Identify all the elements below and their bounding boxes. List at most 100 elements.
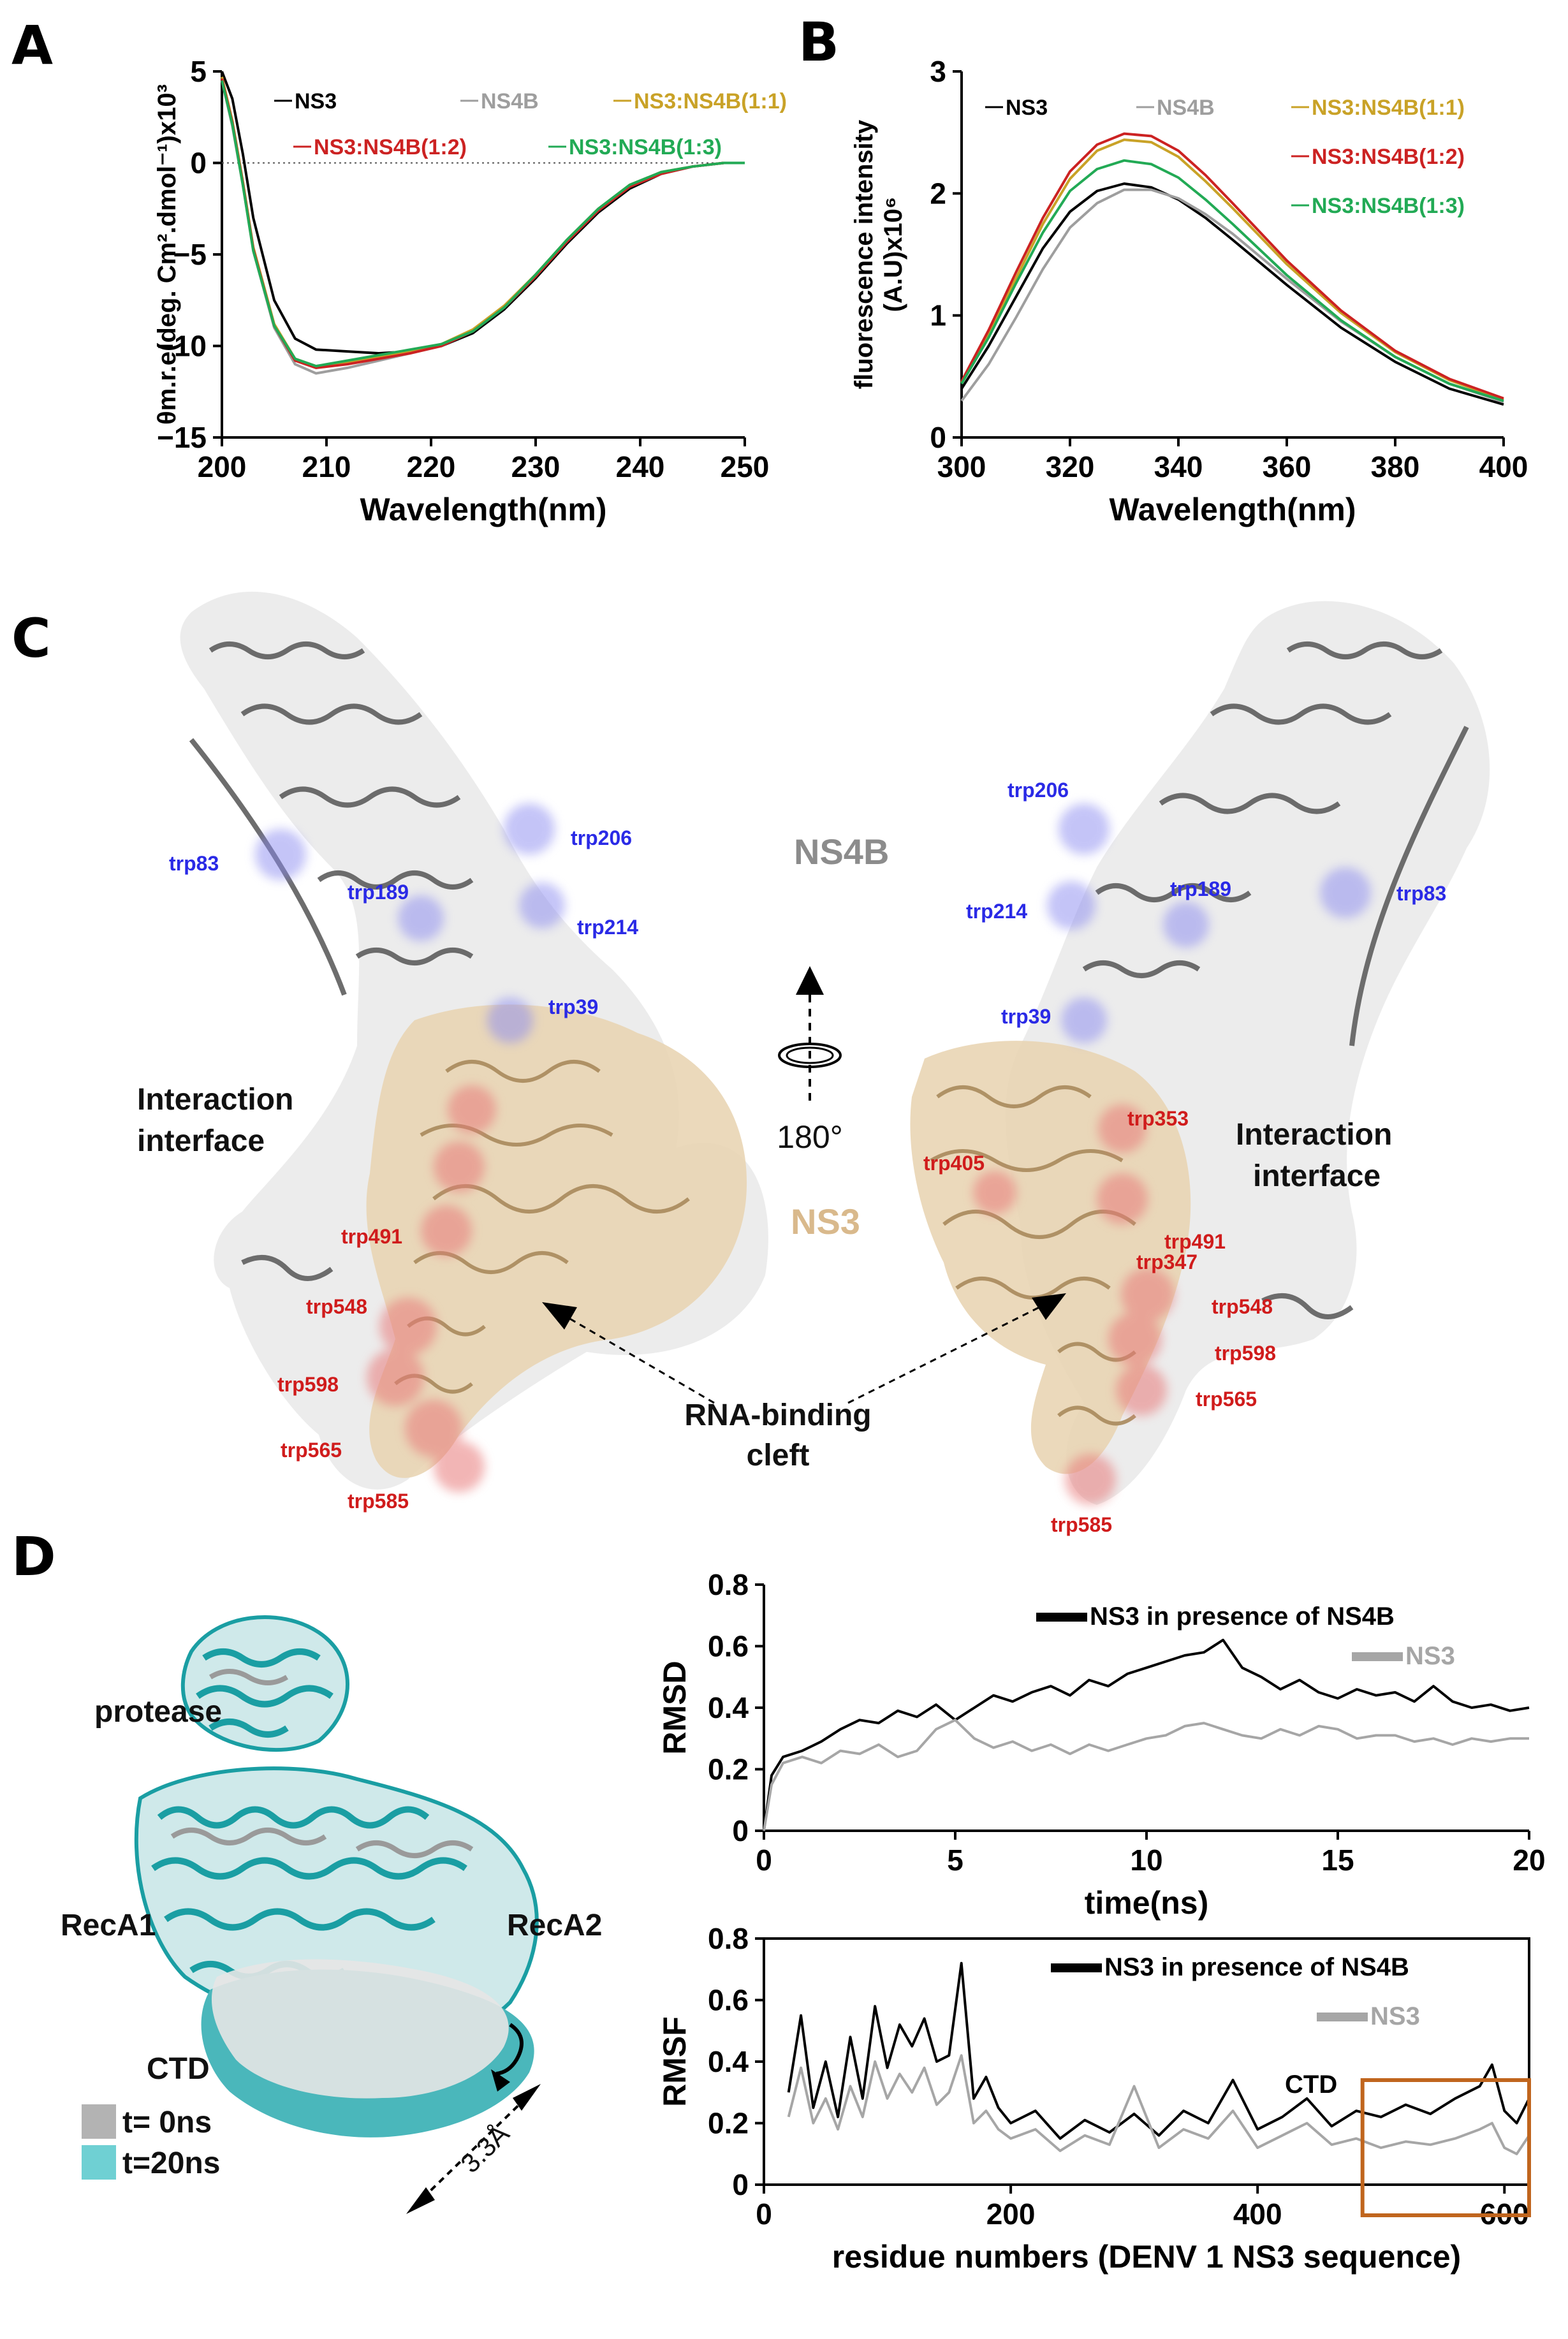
y-tick-label: 0.8 [708,1568,749,1601]
y-tick-label: 2 [930,177,946,210]
x-tick-label: 0 [756,1844,772,1877]
trp-label: trp405 [923,1152,985,1175]
y-tick-label: 0 [190,147,207,180]
legend-label: NS3:NS4B(1:2) [314,135,467,159]
legend-label: NS3 in presence of NS4B [1104,1953,1409,1981]
y-tick-label: 0 [930,421,946,454]
y-tick-label: −15 [157,421,207,454]
y-axis-title: RMSD [657,1661,692,1754]
series-line [763,1638,1530,1831]
trp-label: trp39 [548,995,598,1018]
rotation-arrow-icon [495,2023,524,2076]
distance-label: 3.3Å [455,2118,515,2178]
y-tick-label: 0.4 [708,1691,749,1724]
x-tick-label: 400 [1233,2197,1282,2231]
series-line [960,132,1504,400]
panel-c-structure: 180° NS4B NS3 Interaction interface Inte… [137,591,1490,1536]
protease-label: protease [94,1695,222,1729]
x-tick-label: 10 [1130,1844,1162,1877]
legend-label-t0: t= 0ns [122,2106,212,2139]
x-axis-title: Wavelength(nm) [360,492,606,527]
ctd-box [1360,2078,1532,2217]
series-line [763,1719,1529,1831]
rotation-icon [778,1043,842,1068]
y-tick-label: 0 [732,2168,749,2201]
legend-label: NS3:NS4B(1:3) [1312,194,1465,218]
legend-label: NS3 [1370,2002,1420,2030]
trp-label: trp598 [277,1373,339,1396]
y-tick-label: 0.4 [708,2045,749,2078]
y-tick-label: 0.2 [708,1753,749,1786]
x-tick-label: 360 [1263,450,1312,483]
y-axis-title: fluorescence intensity [850,119,878,389]
legend-label: NS3 [1006,96,1048,120]
cleft-label-line1: RNA-binding [684,1398,871,1432]
interface-left-line2: interface [137,1124,265,1158]
x-tick-label: 320 [1046,450,1095,483]
y-tick-label: 0.2 [708,2107,749,2140]
distance-arrow-icon [406,2187,435,2214]
series-line [787,1961,1530,2140]
series-line [960,159,1504,402]
legend-label: NS3 in presence of NS4B [1090,1602,1395,1631]
rotation-label: 180° [777,1119,842,1155]
trp-label: trp39 [1001,1005,1051,1028]
cleft-arrow-right-icon [1032,1293,1066,1320]
panel-letter-c: C [11,607,51,670]
legend-swatch-t0 [82,2104,116,2139]
trp-label: trp491 [341,1225,402,1248]
x-tick-label: 200 [986,2197,1036,2231]
y-tick-label: 5 [190,55,207,88]
x-tick-label: 220 [407,450,456,483]
rmsd-chart: 0 5 10 15 20 0 0.2 0.4 0.6 0.8 time(ns) RMSD NS3 in … [657,1568,1546,1921]
series-line [960,138,1504,401]
series-line [221,80,745,375]
trp-label: trp565 [1196,1388,1257,1411]
fluorescence-chart: 300 320 340 360 380 400 0 1 2 3 Wavelength(nm) fluo… [850,55,1528,527]
y-tick-label: 0 [732,1814,749,1847]
interface-right-line2: interface [1253,1159,1381,1193]
series-line [221,80,745,368]
y-tick-label: −10 [157,330,207,363]
reca2-label: RecA2 [507,1909,602,1942]
cleft-label-line2: cleft [747,1439,810,1472]
y-tick-label: 0.6 [708,1984,749,2017]
trp-label: trp214 [966,900,1027,923]
x-tick-label: 240 [616,450,665,483]
legend-label: NS4B [1157,96,1215,120]
legend-label: NS3 [295,89,337,114]
trp-label: trp491 [1164,1230,1226,1253]
y-axis-title: (A.U)x10⁶ [879,197,907,312]
x-axis-title: residue numbers (DENV 1 NS3 sequence) [832,2239,1461,2275]
x-tick-label: 5 [947,1844,964,1877]
x-tick-label: 250 [721,450,770,483]
trp-label: trp585 [1051,1513,1112,1536]
panel-d-structure: 3.3Å protease RecA1 RecA2 CTD t= 0ns t=2… [61,1615,602,2214]
trp-label: trp206 [571,826,632,849]
cd-spectrum-chart: 200 210 220 230 240 250 5 0 −5 −10 −15 Wavelength(n… [153,55,787,527]
y-tick-label: 0.6 [708,1630,749,1663]
panel-letter-b: B [798,11,839,73]
ns3-label: NS3 [791,1201,860,1242]
x-tick-label: 230 [511,450,561,483]
x-axis-title: Wavelength(nm) [1109,492,1356,527]
x-tick-label: 20 [1513,1844,1545,1877]
rotation-arrow-icon [796,966,824,995]
legend-label: NS3:NS4B(1:1) [634,89,787,114]
ctd-label: CTD [147,2052,210,2086]
ctd-annotation-label: CTD [1285,2071,1337,2099]
x-tick-label: 0 [756,2197,772,2231]
interface-right-line1: Interaction [1236,1118,1392,1152]
trp-label: trp565 [281,1439,342,1462]
y-tick-label: 1 [930,299,946,332]
panel-letter-d: D [11,1525,56,1588]
trp-label: trp189 [348,881,409,904]
x-tick-label: 340 [1154,450,1203,483]
y-tick-label: −5 [173,238,207,271]
trp-label: trp353 [1127,1107,1189,1130]
trp-label: trp347 [1136,1250,1198,1273]
trp-label: trp214 [577,916,638,939]
reca1-label: RecA1 [61,1909,156,1942]
